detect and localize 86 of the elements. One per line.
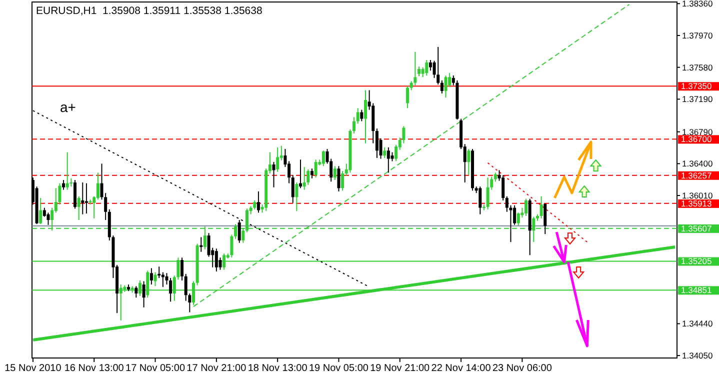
candlestick bbox=[96, 172, 100, 200]
candlestick bbox=[394, 144, 398, 162]
candlestick bbox=[360, 109, 364, 122]
y-tick-label: 1.36790 bbox=[682, 126, 713, 137]
candlestick bbox=[322, 150, 325, 167]
candlestick bbox=[200, 236, 203, 252]
candlestick bbox=[436, 46, 440, 85]
ref-line-label: 1.37350 bbox=[681, 81, 712, 92]
candlestick bbox=[165, 272, 168, 286]
candlestick bbox=[448, 72, 452, 88]
candlestick bbox=[386, 146, 390, 174]
candlestick bbox=[77, 196, 80, 221]
candlestick bbox=[314, 159, 318, 178]
candlestick bbox=[154, 272, 157, 287]
candlestick bbox=[425, 59, 428, 76]
candlestick bbox=[440, 80, 444, 94]
x-tick-label: 22 Nov 14:00 bbox=[431, 363, 492, 374]
candlestick bbox=[291, 174, 294, 204]
y-tick-label: 1.36400 bbox=[682, 158, 713, 169]
candlestick bbox=[230, 234, 234, 258]
ref-line-label: 1.35607 bbox=[681, 223, 712, 234]
y-tick-label: 1.38360 bbox=[682, 0, 713, 9]
ref-line-label: 1.36257 bbox=[681, 170, 712, 180]
candlestick bbox=[299, 159, 302, 189]
ref-line-label: 1.35913 bbox=[681, 198, 712, 208]
candlestick bbox=[295, 182, 298, 212]
annotation: a+ bbox=[60, 99, 76, 115]
candlestick bbox=[428, 59, 432, 72]
candlestick bbox=[544, 203, 547, 235]
candlestick bbox=[467, 148, 470, 176]
candlestick bbox=[310, 168, 314, 179]
candlestick bbox=[134, 286, 138, 298]
candlestick bbox=[62, 180, 66, 190]
x-tick-label: 17 Nov 21:00 bbox=[186, 363, 247, 374]
y-tick-label: 1.37190 bbox=[682, 94, 713, 104]
candlestick bbox=[333, 166, 336, 180]
candlestick bbox=[414, 51, 417, 86]
candlestick bbox=[364, 90, 367, 144]
chart-title: EURUSD,H1 1.35908 1.35911 1.35538 1.35638 bbox=[36, 5, 262, 17]
y-tick-label: 1.36010 bbox=[682, 190, 713, 201]
candlestick bbox=[356, 108, 360, 124]
candlestick bbox=[84, 182, 88, 214]
x-tick-label: 15 Nov 2010 bbox=[4, 363, 62, 374]
candlestick bbox=[341, 170, 344, 192]
candlestick bbox=[180, 257, 184, 281]
y-tick-label: 1.37580 bbox=[682, 62, 713, 72]
candlestick bbox=[272, 162, 276, 188]
candlestick bbox=[486, 177, 490, 210]
candlestick bbox=[169, 277, 172, 302]
candlestick bbox=[418, 66, 420, 77]
candlestick bbox=[540, 196, 543, 219]
candlestick bbox=[158, 266, 161, 278]
candlestick bbox=[444, 74, 448, 98]
x-tick-label: 19 Nov 21:00 bbox=[370, 363, 430, 374]
candlestick bbox=[39, 197, 42, 225]
x-tick-label: 23 Nov 06:00 bbox=[492, 363, 552, 374]
candlestick bbox=[352, 116, 356, 134]
ref-line-label: 1.35205 bbox=[681, 256, 712, 266]
candlestick bbox=[81, 182, 84, 215]
candlestick bbox=[276, 146, 280, 172]
candlestick bbox=[524, 198, 528, 216]
candlestick bbox=[478, 186, 482, 215]
x-tick-label: 19 Nov 05:00 bbox=[308, 363, 369, 374]
y-tick-label: 1.37970 bbox=[682, 30, 713, 40]
candlestick bbox=[66, 152, 69, 190]
candlestick bbox=[46, 212, 50, 226]
candlestick bbox=[142, 280, 146, 308]
candlestick bbox=[161, 272, 164, 288]
candlestick bbox=[302, 166, 306, 190]
candlestick bbox=[375, 128, 378, 158]
candlestick bbox=[238, 220, 241, 244]
candlestick bbox=[150, 268, 153, 286]
candlestick bbox=[256, 190, 260, 214]
candlestick bbox=[516, 212, 520, 226]
x-tick-label: 17 Nov 05:00 bbox=[126, 363, 186, 374]
candlestick bbox=[383, 146, 386, 158]
ref-line-label: 1.36700 bbox=[681, 134, 712, 144]
x-tick-label: 18 Nov 13:00 bbox=[248, 363, 308, 374]
candlestick bbox=[406, 86, 410, 109]
candlestick bbox=[214, 248, 218, 272]
ref-line-label: 1.34851 bbox=[681, 285, 712, 296]
candlestick bbox=[337, 166, 340, 192]
y-tick-label: 1.34050 bbox=[682, 350, 713, 361]
y-tick-label: 1.34440 bbox=[682, 318, 713, 329]
candlestick bbox=[513, 204, 516, 226]
x-tick-label: 16 Nov 13:00 bbox=[64, 363, 124, 374]
